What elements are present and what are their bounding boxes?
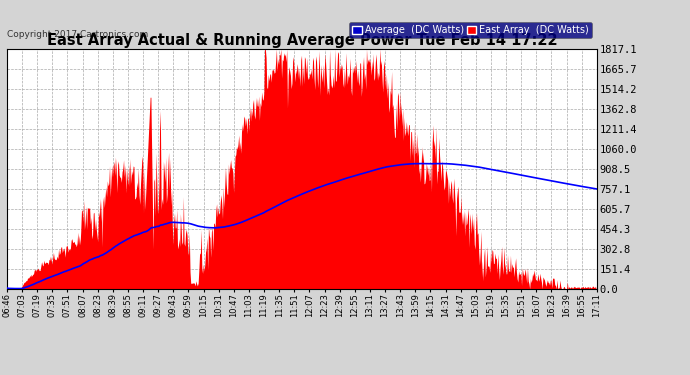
Title: East Array Actual & Running Average Power Tue Feb 14 17:22: East Array Actual & Running Average Powe… bbox=[46, 33, 558, 48]
Text: Copyright 2017 Cartronics.com: Copyright 2017 Cartronics.com bbox=[7, 30, 148, 39]
Legend: Average  (DC Watts), East Array  (DC Watts): Average (DC Watts), East Array (DC Watts… bbox=[349, 22, 592, 38]
